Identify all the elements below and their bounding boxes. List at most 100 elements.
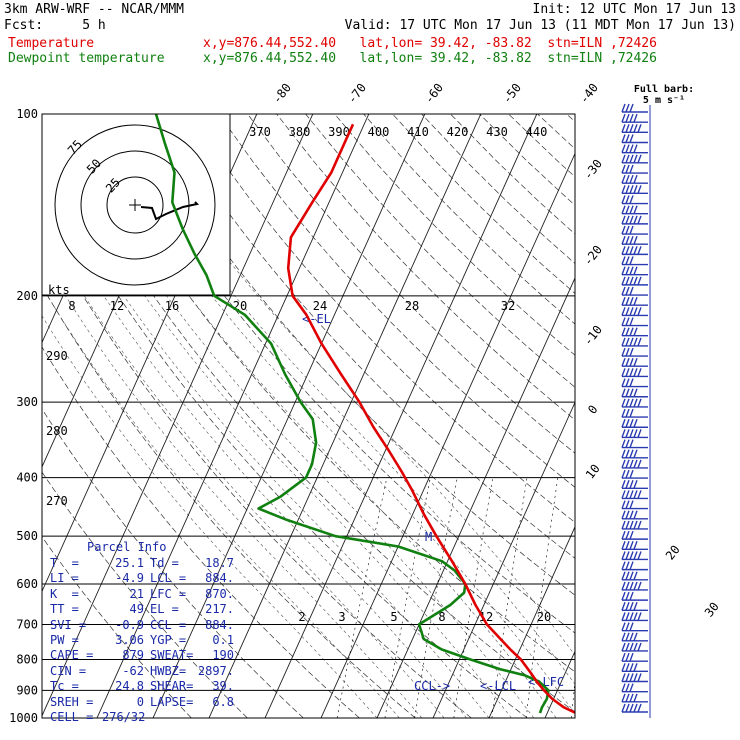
dry-adiabat-label: 280 — [46, 424, 68, 438]
wind-barb — [621, 357, 648, 367]
mixing-ratio-label: 12 — [110, 299, 124, 313]
parcel-param-name: TT = — [50, 602, 79, 617]
parcel-param-name: CELL = — [50, 710, 94, 724]
parcel-param-value: 870. — [205, 586, 234, 601]
valid-time: Valid: 17 UTC Mon 17 Jun 13 (11 MDT Mon … — [344, 18, 736, 33]
hodograph-units: kts — [48, 283, 70, 297]
wind-barb — [621, 164, 648, 174]
dry-adiabat-label: 270 — [46, 494, 68, 508]
wind-barb — [621, 235, 648, 245]
wind-barb — [621, 663, 648, 673]
wind-barb — [621, 174, 648, 184]
isotherm-label: 20 — [663, 543, 683, 563]
dry-adiabat — [42, 346, 360, 718]
theta-e-label: 370 — [249, 125, 271, 139]
temperature-legend: Temperature — [8, 36, 95, 51]
pressure-label: 100 — [16, 107, 38, 121]
isotherm-line — [0, 55, 3, 730]
wind-barb — [621, 327, 648, 337]
isotherm-label: -20 — [581, 243, 605, 269]
wind-barb — [621, 622, 648, 632]
dewpoint-location: x,y=876.44,552.40 lat,lon= 39.42, -83.82… — [203, 51, 657, 66]
pressure-label: 700 — [16, 617, 38, 631]
parcel-param-name: CAPE = — [50, 648, 94, 663]
init-time: Init: 12 UTC Mon 17 Jun 13 — [532, 2, 737, 17]
wind-barb — [621, 215, 648, 225]
wind-barb — [621, 347, 648, 357]
wind-barb — [621, 256, 648, 266]
wind-barb — [621, 490, 648, 500]
moist-adiabat — [74, 220, 490, 718]
wind-barb — [621, 632, 648, 642]
wind-barb — [621, 337, 648, 347]
wind-barb — [621, 429, 648, 439]
pressure-label: 900 — [16, 683, 38, 697]
wind-barb — [621, 103, 648, 113]
isotherm-line — [152, 114, 426, 718]
mixing-ratio-label: 20 — [537, 610, 551, 624]
dry-adiabat-label: 290 — [46, 349, 68, 363]
parcel-param-name: LI = — [50, 571, 79, 586]
mixing-ratio-label: 8 — [68, 299, 75, 313]
wind-barb — [621, 561, 648, 571]
mixing-ratio-label: 2 — [298, 610, 305, 624]
moist-adiabat — [42, 256, 423, 718]
isotherm-line — [320, 152, 575, 718]
ccl-marker: CCL-> — [414, 679, 450, 693]
moist-adiabat — [155, 220, 575, 714]
parcel-param-value: 884. — [205, 571, 234, 586]
parcel-param-value: 0 — [136, 694, 144, 709]
parcel-param-value: 49 — [129, 602, 144, 617]
wind-barb — [621, 500, 648, 510]
wind-barb — [621, 439, 648, 449]
moist-adiabat — [134, 220, 557, 718]
parcel-param-value: 2897. — [197, 663, 234, 678]
mixing-ratio-label: 24 — [313, 299, 327, 313]
parcel-param-value: -4.9 — [115, 571, 144, 586]
theta-e-label: 380 — [289, 125, 311, 139]
wind-barb — [621, 246, 648, 256]
parcel-param-name: CIN = — [50, 663, 87, 678]
isotherm-label: 0 — [585, 402, 600, 416]
wind-barb — [621, 286, 648, 296]
wind-barb — [621, 571, 648, 581]
forecast-hour: Fcst: 5 h — [4, 18, 106, 33]
moist-adiabat — [113, 220, 535, 718]
parcel-param-name: SREH = — [50, 694, 94, 709]
dry-adiabat — [479, 114, 575, 206]
theta-e-label: 410 — [407, 125, 429, 139]
dry-adiabat — [305, 114, 575, 388]
dry-adiabat — [392, 114, 575, 294]
wind-barb — [621, 307, 648, 317]
wind-barb — [621, 703, 648, 713]
isotherm-line — [376, 276, 575, 718]
theta-e-label: 430 — [486, 125, 508, 139]
wind-barb — [621, 530, 648, 540]
dry-adiabat — [625, 114, 740, 718]
theta-e-label: 390 — [328, 125, 350, 139]
isotherm-label: -60 — [422, 81, 446, 107]
wind-barb — [621, 419, 648, 428]
isotherm-line — [264, 114, 538, 718]
dry-adiabat — [42, 285, 416, 718]
wind-barb — [621, 449, 648, 459]
parcel-param-name: SVI = — [50, 617, 87, 632]
wind-barb — [621, 693, 648, 703]
parcel-param-value: 24.8 — [115, 679, 144, 694]
isotherm-line — [595, 55, 740, 730]
dry-adiabat — [421, 114, 575, 264]
wind-barb — [621, 551, 648, 561]
mixing-ratio-label: 3 — [338, 610, 345, 624]
wind-barb — [621, 602, 648, 612]
parcel-param-value: 879 — [122, 648, 144, 663]
wind-barb — [621, 205, 648, 215]
mixing-ratio-label: 5 — [390, 610, 397, 624]
hodograph-ring — [106, 176, 164, 234]
dry-adiabat — [653, 114, 740, 718]
parcel-param-name: CCL = — [150, 617, 187, 632]
wind-barb — [621, 144, 648, 154]
wind-barb — [621, 378, 648, 388]
wind-barb — [621, 459, 648, 469]
temperature-location: x,y=876.44,552.40 lat,lon= 39.42, -83.82… — [203, 36, 657, 51]
